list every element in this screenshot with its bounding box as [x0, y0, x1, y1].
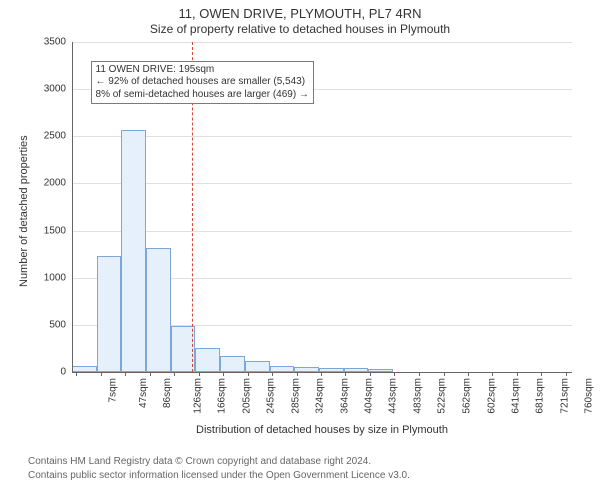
- supertitle: 11, OWEN DRIVE, PLYMOUTH, PL7 4RN: [0, 6, 600, 21]
- y-axis: [72, 42, 73, 372]
- x-tick: [394, 372, 395, 376]
- x-tick-label: 205sqm: [237, 378, 252, 414]
- x-tick: [468, 372, 469, 376]
- x-tick: [444, 372, 445, 376]
- y-axis-label: Number of detached properties: [18, 135, 30, 287]
- y-tick-label: 1500: [44, 225, 72, 236]
- y-tick-label: 2500: [44, 131, 72, 142]
- x-tick-label: 641sqm: [506, 378, 521, 414]
- annotation-box: 11 OWEN DRIVE: 195sqm← 92% of detached h…: [91, 61, 314, 105]
- attribution-line-2: Contains public sector information licen…: [28, 469, 410, 483]
- x-tick: [492, 372, 493, 376]
- annotation-line: ← 92% of detached houses are smaller (5,…: [96, 76, 309, 89]
- annotation-line: 8% of semi-detached houses are larger (4…: [96, 89, 309, 102]
- x-axis-label: Distribution of detached houses by size …: [72, 424, 572, 436]
- x-tick: [321, 372, 322, 376]
- x-tick-label: 126sqm: [188, 378, 203, 414]
- x-tick-label: 681sqm: [531, 378, 546, 414]
- x-tick-label: 7sqm: [104, 378, 119, 402]
- grid-line: [72, 231, 572, 232]
- histogram-bar: [146, 248, 171, 372]
- x-tick-label: 721sqm: [556, 378, 571, 414]
- x-tick-label: 602sqm: [482, 378, 497, 414]
- subtitle: Size of property relative to detached ho…: [0, 22, 600, 36]
- x-tick: [272, 372, 273, 376]
- grid-line: [72, 136, 572, 137]
- x-tick-label: 86sqm: [158, 378, 173, 408]
- histogram-bar: [97, 256, 122, 372]
- histogram-bar: [245, 361, 270, 372]
- x-tick: [125, 372, 126, 376]
- x-tick-label: 483sqm: [409, 378, 424, 414]
- x-tick-label: 562sqm: [457, 378, 472, 414]
- figure: 11, OWEN DRIVE, PLYMOUTH, PL7 4RN Size o…: [0, 0, 600, 500]
- x-tick: [223, 372, 224, 376]
- x-tick: [248, 372, 249, 376]
- grid-line: [72, 183, 572, 184]
- x-tick: [199, 372, 200, 376]
- x-tick: [419, 372, 420, 376]
- attribution-text: Contains HM Land Registry data © Crown c…: [28, 455, 410, 482]
- annotation-line: 11 OWEN DRIVE: 195sqm: [96, 64, 309, 77]
- y-tick-label: 3500: [44, 37, 72, 48]
- y-tick-label: 500: [49, 319, 72, 330]
- y-tick-label: 0: [60, 367, 72, 378]
- histogram-bar: [195, 348, 220, 372]
- x-tick-label: 364sqm: [335, 378, 350, 414]
- x-tick: [76, 372, 77, 376]
- x-tick: [566, 372, 567, 376]
- x-tick-label: 443sqm: [384, 378, 399, 414]
- x-tick: [174, 372, 175, 376]
- x-tick-label: 522sqm: [433, 378, 448, 414]
- grid-line: [72, 42, 572, 43]
- x-tick-label: 404sqm: [360, 378, 375, 414]
- histogram-bar: [220, 356, 245, 372]
- x-tick: [297, 372, 298, 376]
- x-tick: [541, 372, 542, 376]
- y-tick-label: 1000: [44, 272, 72, 283]
- x-tick-label: 285sqm: [287, 378, 302, 414]
- x-tick-label: 324sqm: [311, 378, 326, 414]
- y-tick-label: 2000: [44, 178, 72, 189]
- x-tick: [150, 372, 151, 376]
- x-tick: [370, 372, 371, 376]
- attribution-line-1: Contains HM Land Registry data © Crown c…: [28, 455, 410, 469]
- x-tick-label: 47sqm: [134, 378, 149, 408]
- histogram-bar: [121, 130, 146, 372]
- x-tick-label: 166sqm: [213, 378, 228, 414]
- x-tick: [101, 372, 102, 376]
- x-tick-label: 245sqm: [262, 378, 277, 414]
- x-tick: [517, 372, 518, 376]
- y-tick-label: 3000: [44, 84, 72, 95]
- x-tick: [345, 372, 346, 376]
- x-tick-label: 760sqm: [580, 378, 595, 414]
- chart-plot-area: 05001000150020002500300035007sqm47sqm86s…: [72, 42, 572, 372]
